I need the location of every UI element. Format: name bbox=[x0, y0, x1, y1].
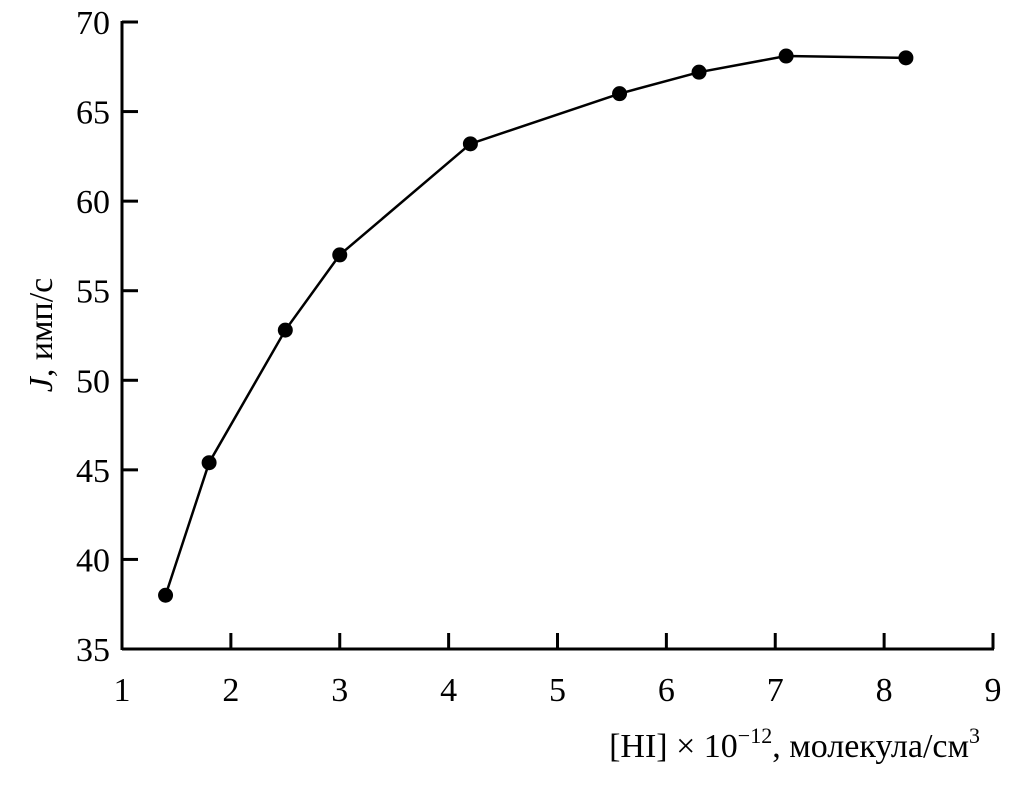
x-tick-label: 7 bbox=[767, 672, 784, 709]
y-axis-title: J, имп/с bbox=[23, 278, 60, 393]
data-point bbox=[612, 86, 628, 102]
x-tick-label: 2 bbox=[222, 672, 239, 709]
data-point bbox=[898, 50, 914, 66]
y-tick-label: 65 bbox=[76, 95, 110, 132]
x-axis-title: [HI] × 10−12, молекула/см3 bbox=[609, 723, 980, 765]
y-tick-label: 35 bbox=[76, 632, 110, 669]
x-tick-label: 5 bbox=[549, 672, 566, 709]
x-tick-label: 6 bbox=[658, 672, 675, 709]
plot-area bbox=[158, 48, 914, 603]
x-tick-label: 1 bbox=[114, 672, 131, 709]
data-point bbox=[332, 247, 348, 263]
y-tick-label: 70 bbox=[76, 5, 110, 42]
y-tick-label: 55 bbox=[76, 274, 110, 311]
data-point bbox=[691, 64, 707, 80]
x-tick-label: 4 bbox=[440, 672, 457, 709]
x-tick-label: 8 bbox=[876, 672, 893, 709]
series-line bbox=[164, 54, 906, 596]
data-point bbox=[462, 136, 478, 152]
x-tick-label: 3 bbox=[331, 672, 348, 709]
y-tick-label: 45 bbox=[76, 453, 110, 490]
data-point bbox=[277, 322, 293, 338]
data-point bbox=[201, 455, 217, 471]
data-point bbox=[778, 48, 794, 64]
y-tick-label: 40 bbox=[76, 542, 110, 579]
data-point bbox=[158, 587, 174, 603]
y-tick-label: 60 bbox=[76, 184, 110, 221]
x-tick-label: 9 bbox=[985, 672, 1002, 709]
y-tick-label: 50 bbox=[76, 363, 110, 400]
